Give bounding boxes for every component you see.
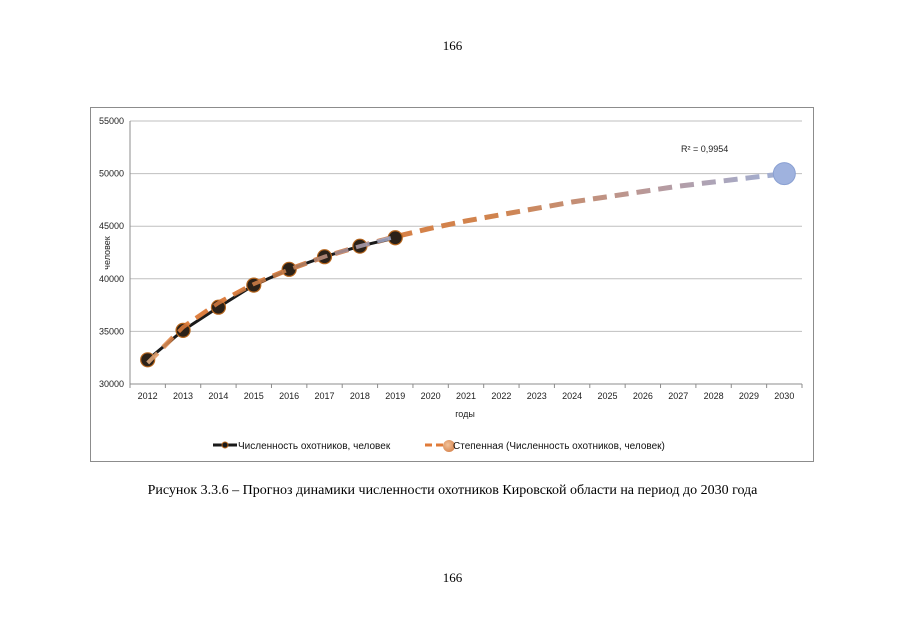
gridlines — [130, 120, 802, 332]
chart-frame: 30000 35000 40000 45000 50000 55000 2012 2013 20… — [90, 107, 814, 462]
y-tick-label: 40000 — [99, 274, 124, 284]
y-tick-label: 30000 — [99, 379, 124, 389]
x-tick-label-2030: 2030 — [774, 391, 794, 401]
x-tick-label-2019: 2019 — [385, 391, 405, 401]
x-tick-label-2018: 2018 — [350, 391, 370, 401]
r-squared-annotation: R² = 0,9954 — [681, 144, 728, 154]
data-point-2012 — [140, 352, 156, 368]
x-tick-label-2017: 2017 — [315, 391, 335, 401]
legend-trend-marker — [443, 440, 455, 452]
legend-actual-label: Численность охотников, человек — [238, 441, 391, 452]
x-tick-label-2014: 2014 — [208, 391, 228, 401]
trendline-endpoint-2030 — [772, 162, 796, 186]
tick-labels: 30000 35000 40000 45000 50000 55000 2012 2013 20… — [99, 116, 794, 401]
actual-series-line — [146, 236, 396, 361]
trendline-series — [145, 162, 796, 365]
x-tick-label-2024: 2024 — [562, 391, 582, 401]
x-tick-label-2029: 2029 — [739, 391, 759, 401]
y-tick-label: 35000 — [99, 326, 124, 336]
page-number-top: 166 — [442, 38, 463, 53]
x-tick-label-2025: 2025 — [597, 391, 617, 401]
actual-series — [140, 230, 403, 368]
x-tick-label-2016: 2016 — [279, 391, 299, 401]
figure-caption: Рисунок 3.3.6 – Прогноз динамики численн… — [147, 483, 758, 498]
trendline-overlay — [146, 234, 396, 365]
trendline-path — [145, 171, 785, 365]
legend-trend-label: Степенная (Численность охотников, челове… — [453, 441, 665, 452]
x-tick-label-2021: 2021 — [456, 391, 476, 401]
x-tick-label-2013: 2013 — [173, 391, 193, 401]
chart: 30000 35000 40000 45000 50000 55000 2012 2013 20… — [99, 116, 803, 452]
x-tick-label-2015: 2015 — [244, 391, 264, 401]
x-tick-label-2028: 2028 — [704, 391, 724, 401]
x-tick-label-2020: 2020 — [421, 391, 441, 401]
page-number-bottom: 166 — [442, 570, 463, 585]
x-tick-label-2026: 2026 — [633, 391, 653, 401]
y-tick-label: 55000 — [99, 116, 124, 126]
x-tick-label-2023: 2023 — [527, 391, 547, 401]
legend: Численность охотников, человек Степенная… — [213, 440, 665, 452]
x-tick-label-2022: 2022 — [491, 391, 511, 401]
x-tick-label-2027: 2027 — [668, 391, 688, 401]
y-tick-label: 50000 — [99, 169, 124, 179]
axes — [129, 121, 803, 388]
y-axis-title: человек — [102, 236, 112, 269]
x-axis-title: годы — [455, 409, 475, 419]
x-tick-label-2012: 2012 — [138, 391, 158, 401]
y-tick-label: 45000 — [99, 221, 124, 231]
legend-actual-marker — [221, 441, 229, 449]
